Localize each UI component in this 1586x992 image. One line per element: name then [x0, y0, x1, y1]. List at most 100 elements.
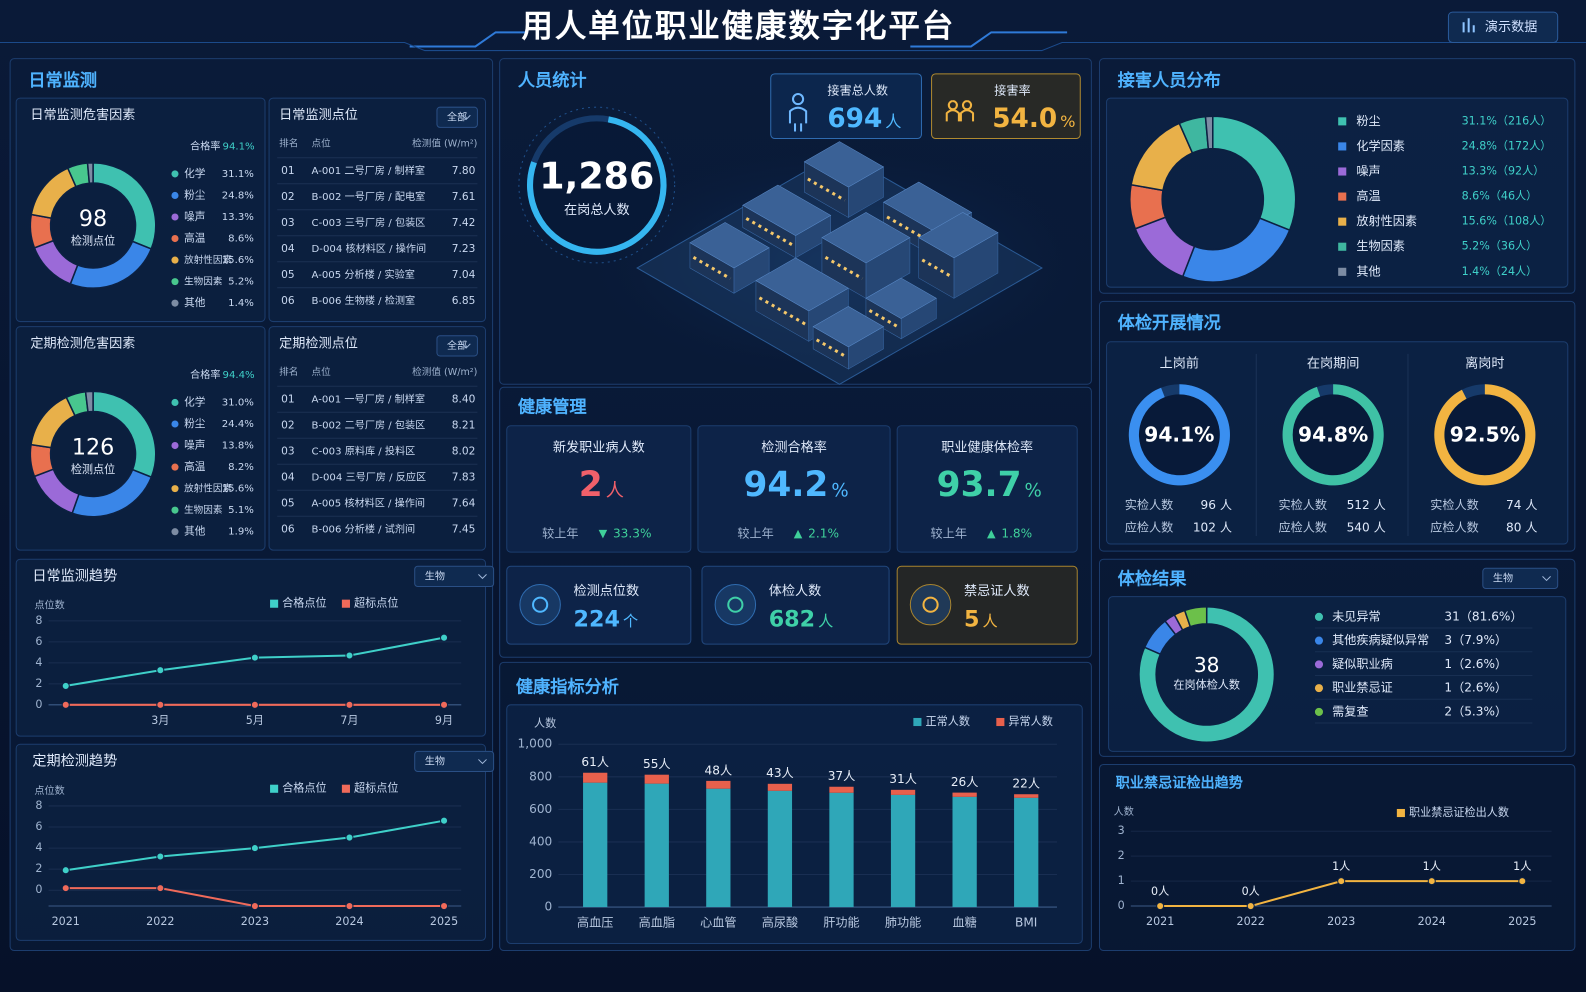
legend-value: 24.8% — [222, 190, 255, 201]
table-cell: C-003 三号厂房 / 包装区 — [312, 216, 426, 229]
legend-label: 化学 — [184, 395, 206, 408]
button-label[interactable]: 演示数据 — [1485, 19, 1538, 35]
legend-value: 31（81.6%） — [1444, 609, 1522, 623]
stat-card — [896, 565, 1078, 645]
bar-segment — [1014, 797, 1039, 908]
x-tick-label: 9月 — [435, 714, 453, 727]
x-tick-label: 高血脂 — [639, 915, 675, 930]
column-header: 检测值 (W/m²) — [412, 138, 477, 150]
stat-label: 应检人数 — [1279, 519, 1328, 534]
x-tick-label: 2021 — [1146, 915, 1174, 928]
stat-value: 74 人 — [1506, 498, 1537, 512]
bar-segment — [767, 790, 793, 908]
data-point — [345, 902, 354, 911]
legend-label: 化学 — [184, 167, 206, 180]
stat-value: 540 人 — [1347, 520, 1386, 534]
x-tick-label: 3月 — [151, 714, 169, 727]
data-point — [1427, 877, 1436, 886]
building-windows — [758, 296, 806, 326]
metric-card — [896, 425, 1078, 553]
card-value: 2 — [579, 465, 603, 505]
building-windows — [921, 258, 952, 278]
table-cell: 05 — [281, 268, 295, 281]
data-point — [61, 681, 70, 690]
stat-value: 512 人 — [1347, 498, 1386, 512]
dropdown-label: 全部 — [447, 110, 467, 123]
legend-dot — [1314, 684, 1324, 693]
stat-icon-glyph — [922, 596, 939, 613]
legend-value: 5.2%（36人） — [1462, 240, 1538, 253]
legend-dot — [171, 528, 179, 536]
table-cell: 01 — [281, 392, 295, 405]
legend-value: 24.8%（172人） — [1462, 139, 1552, 152]
total-label: 在岗总人数 — [564, 202, 630, 218]
dropdown[interactable] — [436, 106, 478, 128]
y-tick-label: 3 — [1118, 824, 1125, 837]
stat-label: 应检人数 — [1125, 519, 1174, 534]
panel-title: 接害人员分布 — [1118, 70, 1221, 91]
change-value: 1.8% — [1001, 526, 1032, 540]
legend-label: 噪声 — [1356, 164, 1380, 178]
gauge-title: 离岗时 — [1465, 355, 1504, 372]
stat-label: 检测点位数 — [574, 583, 640, 599]
legend-dot — [171, 485, 179, 493]
donut-segment — [1212, 115, 1297, 232]
y-tick-label: 800 — [529, 769, 552, 783]
table-cell: 03 — [281, 216, 295, 229]
dropdown[interactable] — [1482, 567, 1559, 590]
data-label: 31人 — [889, 772, 917, 786]
table-cell: 02 — [281, 190, 295, 203]
legend-label: 其他 — [1356, 264, 1380, 278]
table-cell: 05 — [281, 496, 295, 509]
donut-segment — [84, 390, 94, 413]
data-label: 43人 — [766, 766, 794, 780]
table-cell: 7.83 — [452, 470, 476, 483]
card-unit: % — [831, 480, 848, 501]
legend-value: 8.6% — [228, 234, 254, 245]
legend-label: 需复查 — [1332, 704, 1368, 718]
demo-button[interactable] — [1447, 11, 1559, 43]
center-label: 在岗体检人数 — [1173, 678, 1240, 692]
bar-segment — [644, 774, 669, 784]
legend-swatch — [341, 599, 350, 608]
y-tick-label: 2 — [35, 862, 42, 875]
legend-label: 高温 — [184, 460, 206, 473]
data-point — [345, 833, 354, 842]
dropdown[interactable] — [436, 335, 478, 357]
legend-value: 31.1% — [222, 169, 255, 180]
panel — [268, 326, 487, 551]
panel-title: 体检开展情况 — [1118, 313, 1221, 334]
legend-dot — [171, 213, 179, 221]
section-title: 日常监测点位 — [279, 107, 358, 123]
card-unit: 人 — [606, 480, 624, 501]
card-unit: % — [1060, 112, 1075, 131]
legend-dot — [1314, 636, 1324, 645]
card-label: 新发职业病人数 — [553, 439, 645, 455]
dropdown-label: 生物 — [1493, 571, 1513, 584]
bar-segment — [829, 792, 854, 908]
legend-label: 粉尘 — [184, 417, 206, 430]
y-tick-label: 0 — [35, 698, 42, 711]
stat-label: 实检人数 — [1430, 497, 1479, 512]
compare-label: 较上年 — [737, 525, 773, 540]
y-tick-label: 8 — [35, 614, 42, 627]
data-point — [1246, 902, 1255, 911]
card-unit: 人 — [885, 112, 901, 131]
x-tick-label: 肺功能 — [885, 916, 921, 930]
dropdown-arrow — [478, 759, 487, 765]
legend-dot — [1314, 660, 1324, 669]
column-header: 点位 — [312, 138, 332, 150]
stat-value: 5 — [964, 606, 979, 632]
page-title: 用人单位职业健康数字化平台 — [521, 7, 955, 44]
legend-label: 合格点位 — [282, 781, 326, 795]
legend-value: 31.0% — [222, 397, 255, 408]
y-tick-label: 1 — [1118, 874, 1125, 887]
dropdown[interactable] — [414, 750, 495, 773]
data-label: 0人 — [1151, 885, 1169, 898]
bar-segment — [644, 783, 669, 908]
dropdown[interactable] — [414, 565, 495, 588]
table-cell: B-002 二号厂房 / 包装区 — [312, 418, 426, 431]
legend-label: 生物因素 — [184, 276, 223, 288]
bar-segment — [829, 786, 854, 793]
